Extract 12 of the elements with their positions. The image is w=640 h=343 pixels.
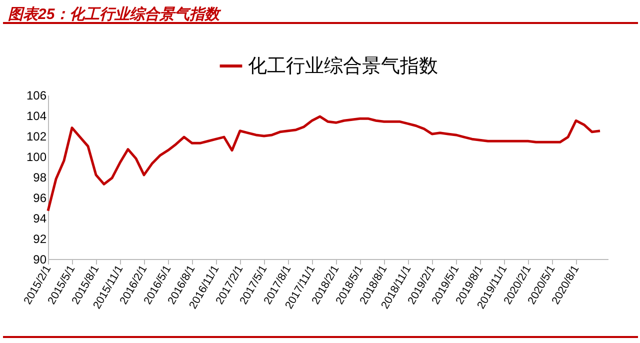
y-tick-label: 100: [26, 150, 47, 164]
y-tick-label: 94: [33, 212, 47, 226]
line-series: [46, 115, 602, 212]
chart-title: 图表25：化工行业综合景气指数: [8, 6, 222, 23]
y-tick-label: 106: [26, 88, 47, 102]
legend-label: 化工行业综合景气指数: [248, 56, 438, 77]
y-tick-label: 92: [33, 232, 47, 246]
y-tick-label: 102: [26, 130, 47, 144]
y-tick-label: 104: [26, 109, 47, 123]
y-tick-label: 98: [33, 170, 47, 184]
y-tick-label: 96: [33, 191, 47, 205]
y-tick-label: 90: [33, 252, 47, 266]
